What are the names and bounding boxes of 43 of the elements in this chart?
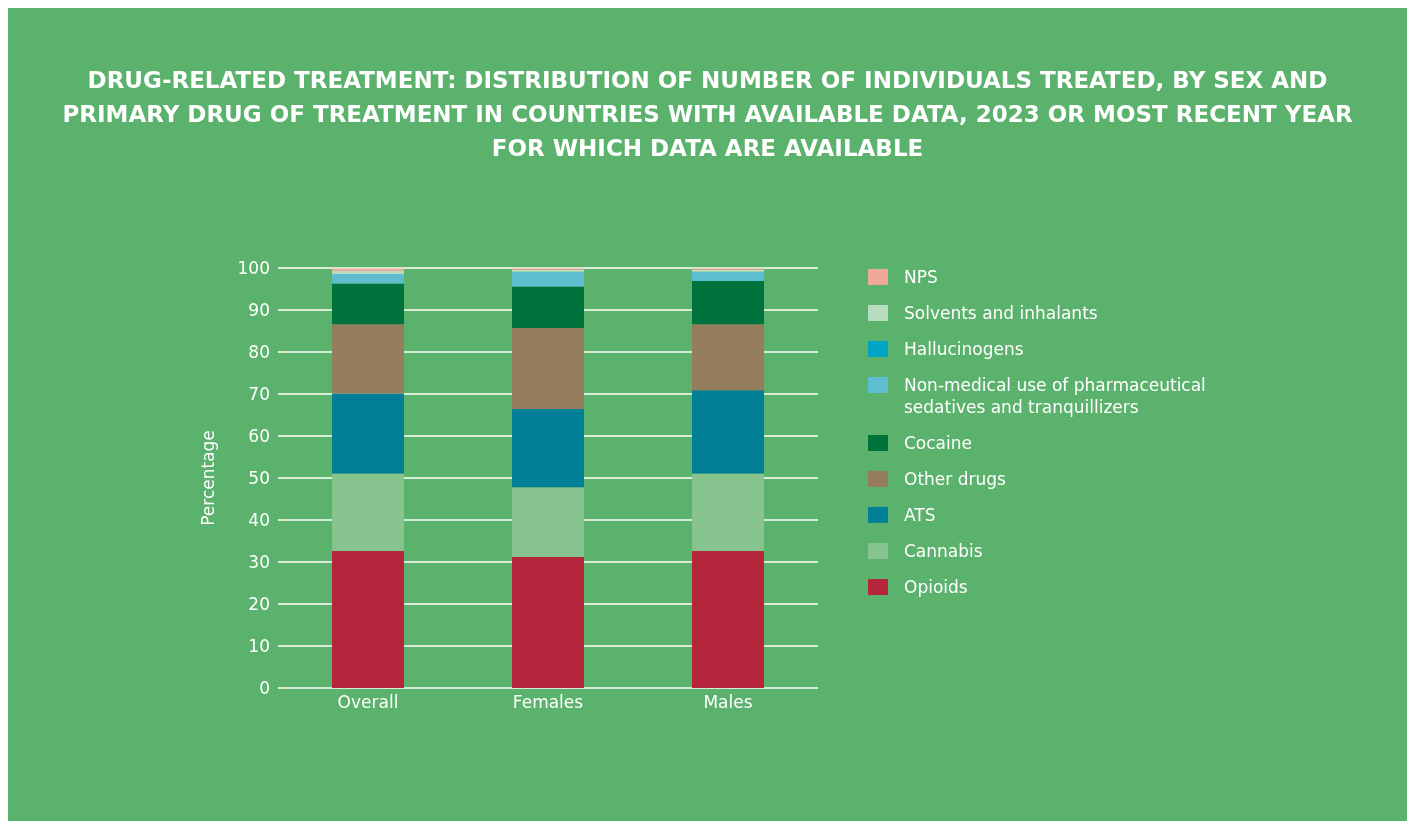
y-axis-title: Percentage [198, 430, 219, 526]
legend-label: NPS [904, 266, 938, 288]
bar [332, 283, 404, 325]
bar [692, 551, 764, 688]
legend-label: Cannabis [904, 540, 983, 562]
bar [332, 473, 404, 552]
legend-label: Cocaine [904, 432, 972, 454]
bar [692, 271, 764, 282]
legend-label: Hallucinogens [904, 338, 1024, 360]
legend-label: ATS [904, 504, 936, 526]
bar [332, 324, 404, 394]
y-tick-label: 20 [248, 594, 270, 615]
legend-label: Non-medical use of pharmaceutical sedatives and tranquillizers [904, 374, 1207, 418]
y-tick-label: 40 [248, 510, 270, 531]
y-tick-label: 0 [259, 678, 270, 699]
bar [692, 390, 764, 474]
x-tick-label: Overall [337, 692, 399, 713]
bar [332, 273, 404, 284]
y-tick-label: 10 [248, 636, 270, 657]
legend-label: Solvents and inhalants [904, 302, 1098, 324]
bar [692, 473, 764, 552]
x-tick-label: Males [703, 692, 753, 713]
bar [512, 556, 584, 688]
y-tick-label: 90 [248, 300, 270, 321]
legend-label: Opioids [904, 576, 968, 598]
bar [692, 281, 764, 325]
chart-title: DRUG-RELATED TREATMENT: DISTRIBUTION OF NUMBER OF INDIVIDUALS TREATED, BY SEX AND PRIMARY DRUG OF TREATMENT IN COUNTRIES WITH AVAILABLE DATA, 2023 OR MOST RECENT YEAR FOR WHICH DATA ARE AVAILABLE [61, 66, 1354, 163]
y-tick-label: 70 [248, 384, 270, 405]
x-tick-label: Females [512, 692, 584, 713]
legend-label: Other drugs [904, 468, 1006, 490]
bar [512, 409, 584, 488]
bar [512, 271, 584, 287]
bar [512, 286, 584, 329]
bar [512, 487, 584, 557]
y-tick-label: 100 [237, 258, 270, 279]
y-tick-label: 60 [248, 426, 270, 447]
bar [332, 393, 404, 474]
bar [512, 328, 584, 410]
y-tick-label: 30 [248, 552, 270, 573]
bar [332, 551, 404, 688]
y-tick-label: 80 [248, 342, 270, 363]
bar [692, 324, 764, 391]
y-tick-label: 50 [248, 468, 270, 489]
